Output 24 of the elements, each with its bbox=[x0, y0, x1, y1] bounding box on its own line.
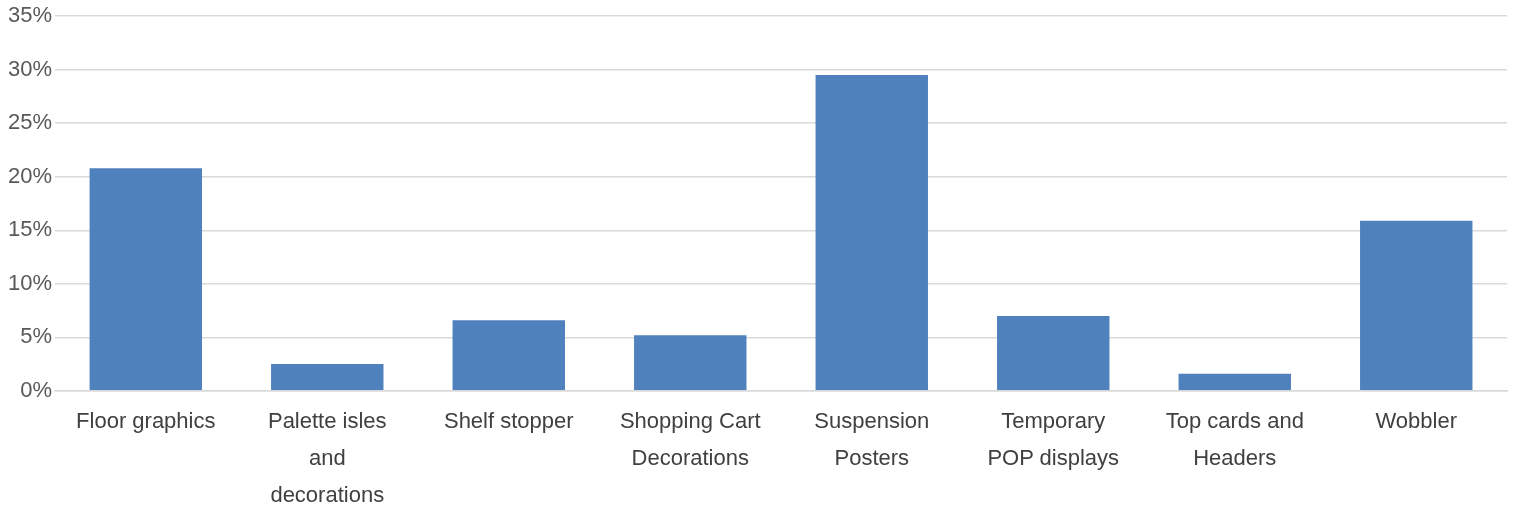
x-tick-label: Palette isles and decorations bbox=[267, 407, 387, 508]
y-tick-label: 25% bbox=[7, 109, 53, 135]
y-tick-label: 15% bbox=[7, 216, 53, 242]
y-tick-label: 30% bbox=[7, 55, 53, 81]
bar bbox=[271, 364, 384, 391]
bar bbox=[1178, 373, 1291, 391]
x-tick-label: Floor graphics bbox=[76, 407, 216, 433]
bar bbox=[634, 335, 747, 391]
x-tick-label: Shopping Cart Decorations bbox=[619, 407, 761, 470]
bar bbox=[815, 75, 928, 391]
x-tick-label: Temporary POP displays bbox=[987, 407, 1120, 470]
bar bbox=[89, 168, 202, 391]
y-tick-label: 0% bbox=[20, 376, 53, 402]
x-tick-label: Suspension Posters bbox=[814, 407, 930, 470]
y-tick-label: 20% bbox=[7, 162, 53, 188]
x-tick-label: Shelf stopper bbox=[443, 407, 574, 433]
x-tick-label: Top cards and Headers bbox=[1165, 407, 1304, 470]
y-tick-label: 35% bbox=[7, 2, 53, 28]
y-tick-label: 5% bbox=[20, 323, 53, 349]
bar bbox=[1360, 220, 1473, 391]
y-tick-label: 10% bbox=[7, 269, 53, 295]
x-tick-label: Wobbler bbox=[1375, 407, 1458, 433]
bar bbox=[997, 315, 1110, 391]
bar bbox=[452, 320, 565, 391]
